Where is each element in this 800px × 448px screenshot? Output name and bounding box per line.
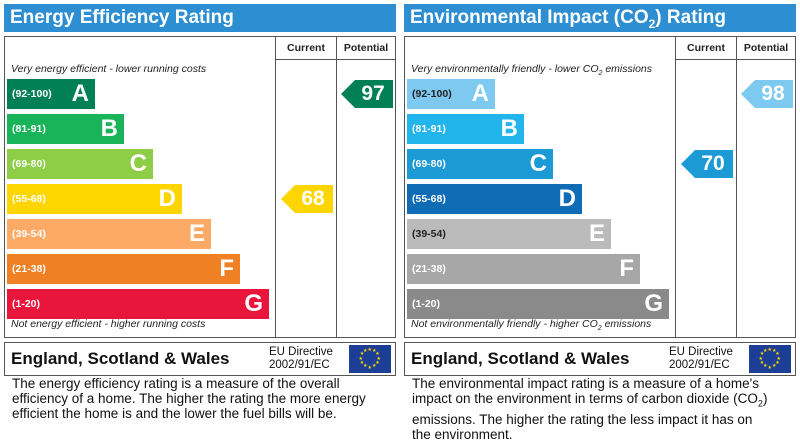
band-c: (69-80) C [7,149,153,179]
eu-directive: EU Directive 2002/91/EC [669,346,733,371]
region-label: England, Scotland & Wales [11,349,230,368]
band-letter: G [244,290,263,317]
current-column-header: Current [687,42,725,54]
current-rating-arrow: 70 [681,150,733,178]
potential-column-header: Potential [343,42,389,54]
band-range: (21-38) [12,263,46,275]
band-letter: D [558,185,576,212]
band-d: (55-68) D [407,184,582,214]
band-g: (1-20) G [7,289,269,319]
bottom-caption: Not environmentally friendly - higher CO… [411,318,652,333]
band-letter: D [158,185,176,212]
energy-efficiency-panel: Energy Efficiency Rating Current Potenti… [4,4,396,376]
band-g: (1-20) G [407,289,669,319]
band-f: (21-38) F [7,254,240,284]
energy-title: Energy Efficiency Rating [4,4,396,32]
band-letter: F [619,255,634,282]
environment-description: The environmental impact rating is a mea… [412,376,768,442]
band-range: (39-54) [412,228,446,240]
eu-flag-icon: ★ ★ ★ ★ ★ ★ ★ ★ ★ ★ ★ ★ [349,345,391,373]
band-range: (92-100) [12,88,52,100]
band-letter: C [529,150,547,177]
band-letter: B [500,115,518,142]
band-e: (39-54) E [407,219,611,249]
band-f: (21-38) F [407,254,640,284]
band-a: (92-100) A [7,79,95,109]
band-range: (55-68) [12,193,46,205]
environment-title: Environmental Impact (CO2) Rating [404,4,796,32]
current-rating-arrow: 68 [281,185,333,213]
energy-footer: England, Scotland & Wales EU Directive 2… [4,342,396,376]
band-letter: F [219,255,234,282]
eu-directive: EU Directive 2002/91/EC [269,346,333,371]
band-letter: E [188,220,205,247]
environment-rating-chart: Current Potential Very environmentally f… [404,36,796,338]
band-range: (81-91) [412,123,446,135]
band-a: (92-100) A [407,79,495,109]
environmental-impact-panel: Environmental Impact (CO2) Rating Curren… [404,4,796,376]
eu-flag-icon: ★ ★ ★ ★ ★ ★ ★ ★ ★ ★ ★ ★ [749,345,791,373]
band-range: (69-80) [12,158,46,170]
potential-rating-arrow: 98 [741,80,793,108]
band-range: (69-80) [412,158,446,170]
environment-footer: England, Scotland & Wales EU Directive 2… [404,342,796,376]
band-letter: A [71,80,89,107]
bottom-caption: Not energy efficient - higher running co… [11,318,206,330]
band-range: (1-20) [412,298,441,310]
band-b: (81-91) B [7,114,124,144]
potential-column-header: Potential [743,42,789,54]
potential-rating-arrow: 97 [341,80,393,108]
band-d: (55-68) D [7,184,182,214]
region-label: England, Scotland & Wales [411,349,630,368]
band-letter: E [588,220,605,247]
band-letter: B [100,115,118,142]
band-letter: G [644,290,663,317]
band-letter: A [471,80,489,107]
top-caption: Very energy efficient - lower running co… [11,63,207,75]
band-letter: C [129,150,147,177]
energy-description: The energy efficiency rating is a measur… [12,376,366,421]
band-range: (81-91) [12,123,46,135]
band-c: (69-80) C [407,149,553,179]
band-range: (21-38) [412,263,446,275]
current-column-header: Current [287,42,325,54]
band-range: (92-100) [412,88,452,100]
band-range: (55-68) [412,193,446,205]
energy-rating-chart: Current Potential Very energy efficient … [4,36,396,338]
band-range: (1-20) [12,298,41,310]
band-e: (39-54) E [7,219,211,249]
band-b: (81-91) B [407,114,524,144]
top-caption: Very environmentally friendly - lower CO… [411,63,653,78]
band-range: (39-54) [12,228,46,240]
